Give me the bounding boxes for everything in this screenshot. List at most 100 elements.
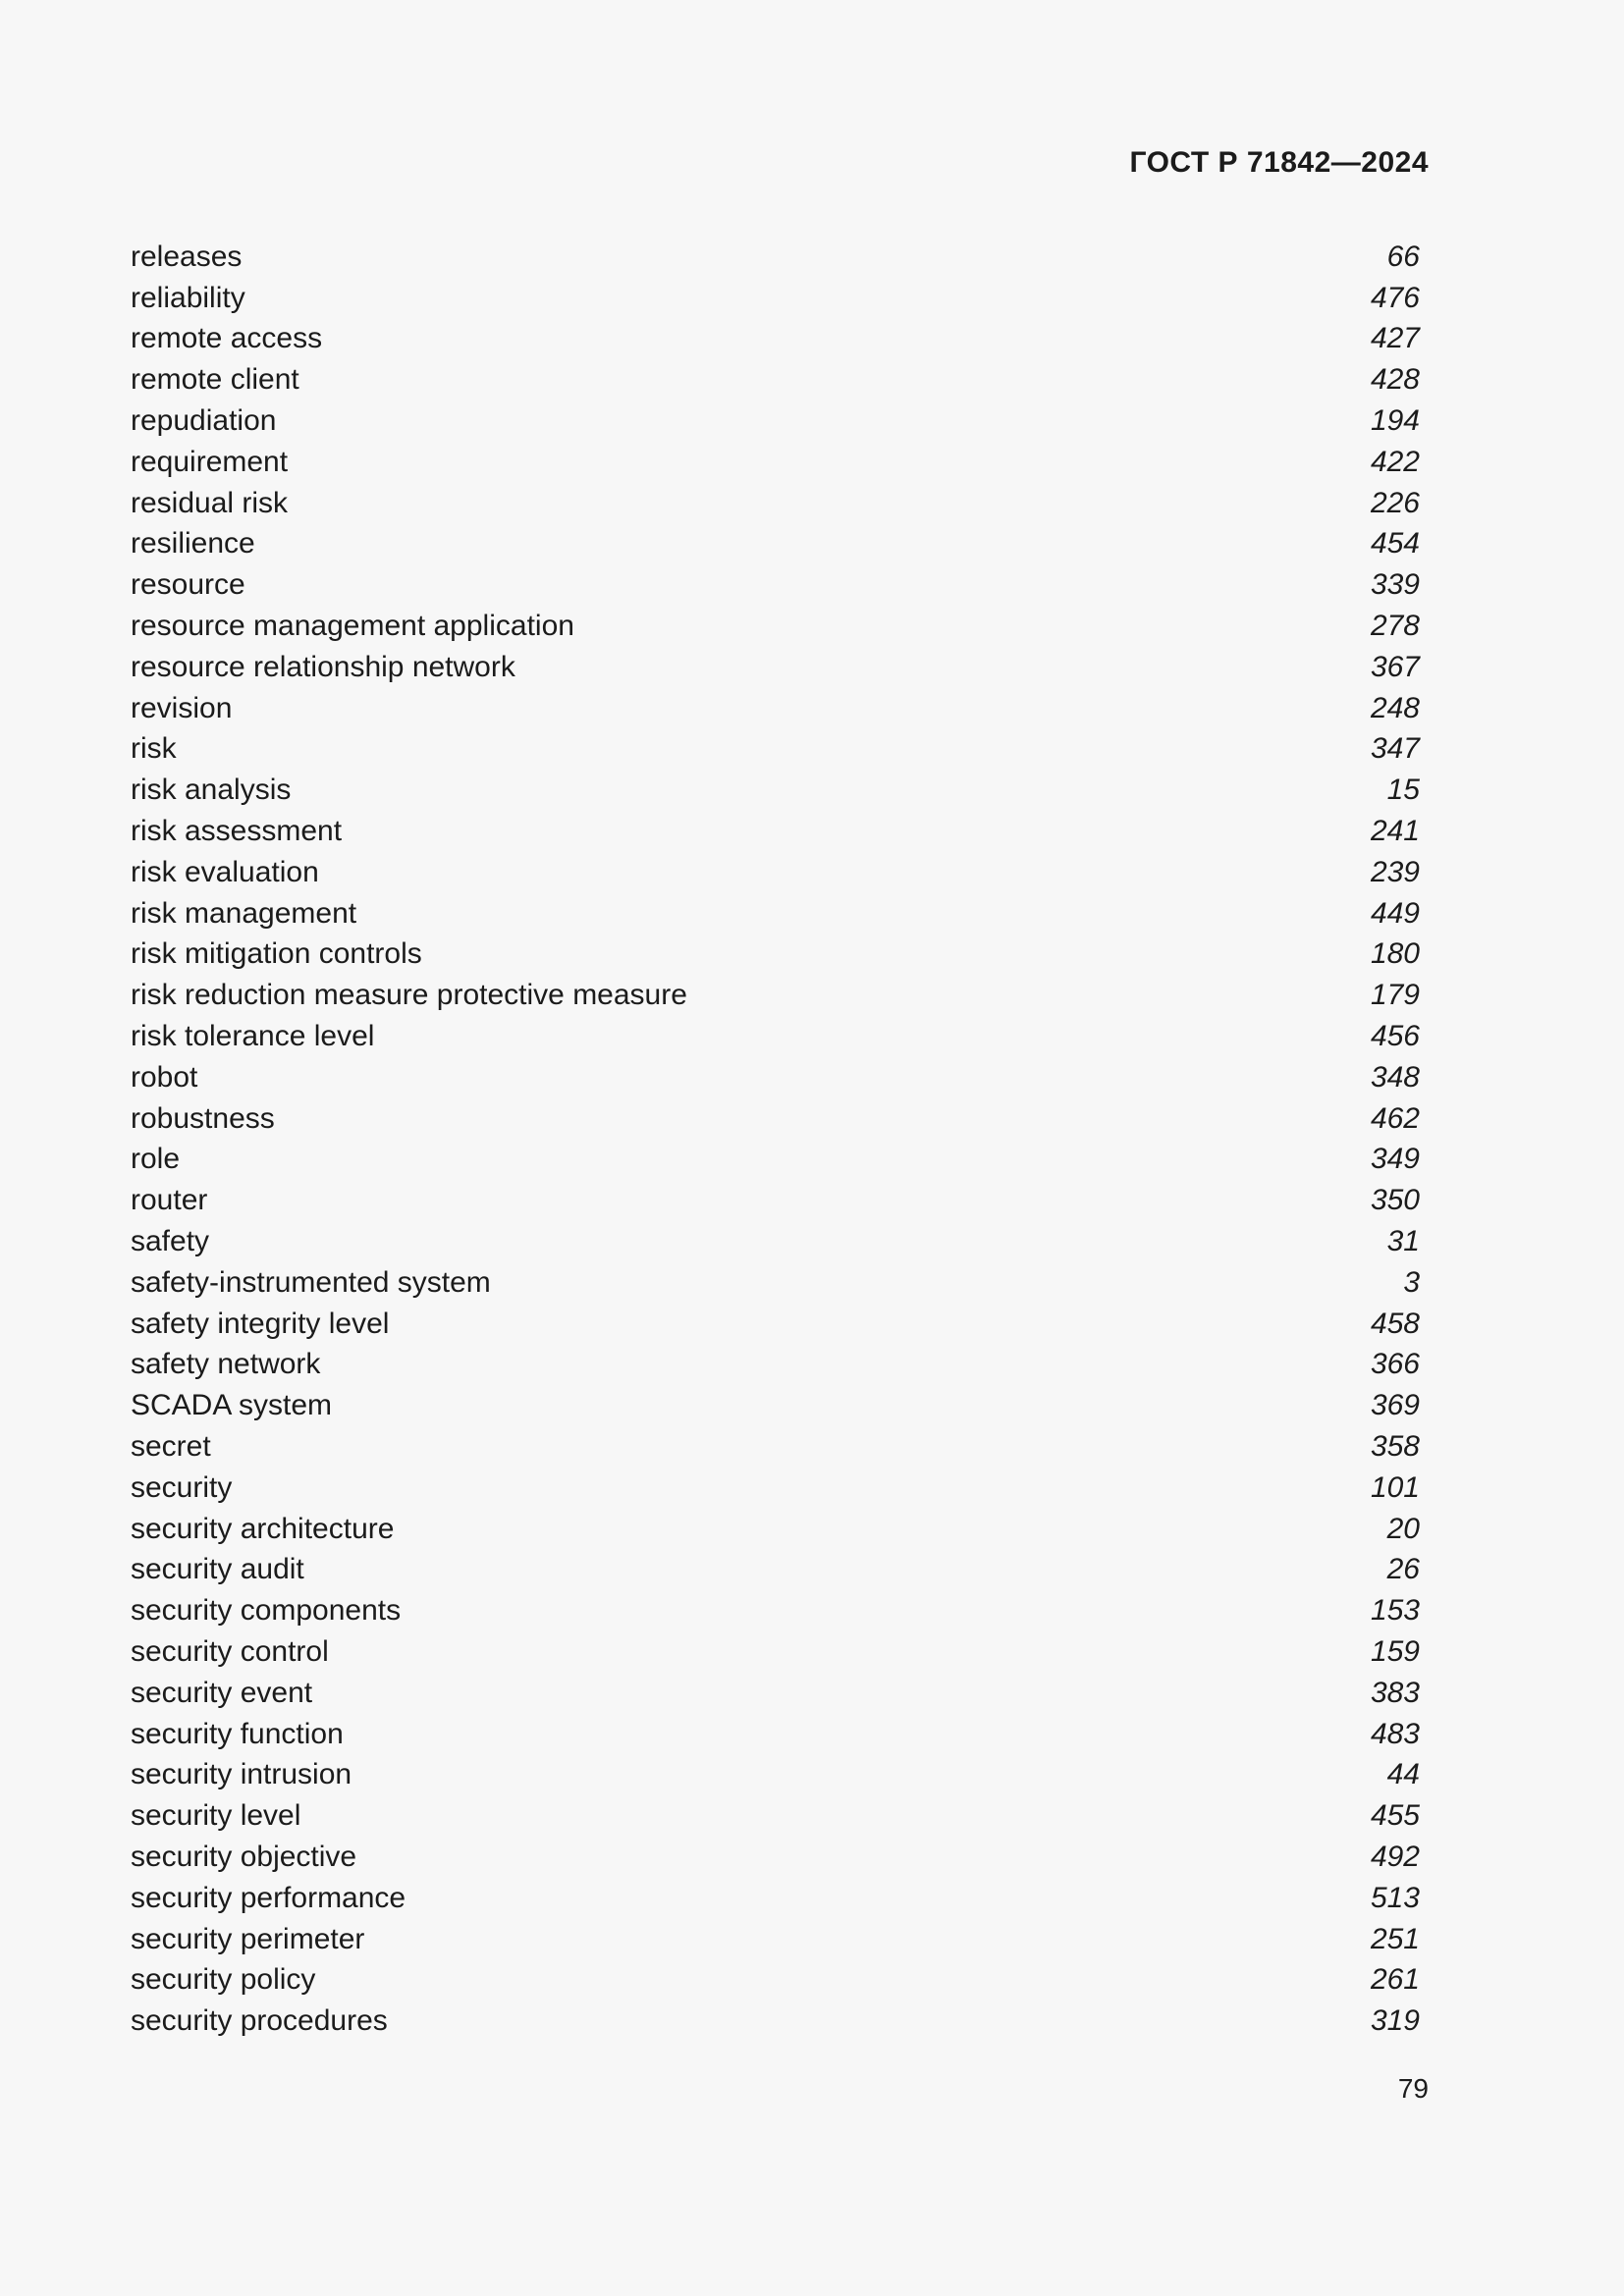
index-entry-row: security components 153 bbox=[131, 1590, 1420, 1631]
index-entry-row: security intrusion 44 bbox=[131, 1754, 1420, 1795]
index-entry-row: remote access 427 bbox=[131, 319, 1420, 360]
index-entry-row: requirement 422 bbox=[131, 442, 1420, 483]
index-term: security bbox=[131, 1470, 233, 1504]
index-term: risk reduction measure protective measur… bbox=[131, 979, 687, 1012]
index-entry-row: resource 339 bbox=[131, 564, 1420, 606]
index-term: security architecture bbox=[131, 1512, 395, 1545]
index-term-page-number: 483 bbox=[1370, 1717, 1420, 1750]
index-term-page-number: 66 bbox=[1386, 240, 1420, 273]
index-term: security policy bbox=[131, 1963, 316, 1997]
index-term-page-number: 15 bbox=[1386, 774, 1420, 807]
index-entry-row: role 349 bbox=[131, 1140, 1420, 1181]
index-entry-row: security control 159 bbox=[131, 1631, 1420, 1673]
index-entry-row: risk management 449 bbox=[131, 893, 1420, 934]
index-term: security procedures bbox=[131, 2004, 388, 2038]
index-term-page-number: 422 bbox=[1370, 445, 1420, 478]
index-term-page-number: 248 bbox=[1370, 691, 1420, 724]
index-entry-row: repudiation 194 bbox=[131, 400, 1420, 442]
index-term-page-number: 455 bbox=[1370, 1799, 1420, 1833]
index-entry-row: remote client 428 bbox=[131, 359, 1420, 400]
index-term: risk mitigation controls bbox=[131, 937, 422, 971]
index-term-page-number: 194 bbox=[1370, 404, 1420, 438]
index-list: releases 66 reliability 476 remote access 427… bbox=[131, 237, 1420, 2042]
index-term: risk assessment bbox=[131, 815, 343, 848]
index-term: residual risk bbox=[131, 486, 289, 519]
index-term-page-number: 449 bbox=[1370, 896, 1420, 930]
index-term: security level bbox=[131, 1799, 301, 1833]
document-header: ГОСТ Р 71842—2024 bbox=[1129, 146, 1429, 179]
index-entry-row: safety integrity level 458 bbox=[131, 1304, 1420, 1345]
index-term: role bbox=[131, 1143, 181, 1176]
index-entry-row: security level 455 bbox=[131, 1795, 1420, 1837]
index-entry-row: safety network 366 bbox=[131, 1345, 1420, 1386]
index-entry-row: security audit 26 bbox=[131, 1550, 1420, 1591]
index-term-page-number: 278 bbox=[1370, 610, 1420, 643]
index-term-page-number: 476 bbox=[1370, 281, 1420, 314]
index-entry-row: security architecture 20 bbox=[131, 1509, 1420, 1550]
index-term-page-number: 153 bbox=[1370, 1594, 1420, 1628]
index-term-page-number: 347 bbox=[1370, 732, 1420, 766]
index-term: resource management application bbox=[131, 610, 574, 643]
index-term: resource bbox=[131, 568, 245, 602]
index-term-page-number: 456 bbox=[1370, 1020, 1420, 1053]
index-term-page-number: 44 bbox=[1386, 1758, 1420, 1791]
index-entry-row: security event 383 bbox=[131, 1673, 1420, 1714]
index-term: risk evaluation bbox=[131, 855, 319, 888]
index-term-page-number: 101 bbox=[1370, 1470, 1420, 1504]
index-term-page-number: 369 bbox=[1370, 1389, 1420, 1422]
index-term: risk management bbox=[131, 896, 357, 930]
index-entry-row: revision 248 bbox=[131, 688, 1420, 729]
index-term-page-number: 180 bbox=[1370, 937, 1420, 971]
index-term: security components bbox=[131, 1594, 402, 1628]
index-entry-row: resilience 454 bbox=[131, 524, 1420, 565]
index-term-page-number: 350 bbox=[1370, 1184, 1420, 1217]
index-term: risk bbox=[131, 732, 177, 766]
index-term: security objective bbox=[131, 1840, 357, 1873]
index-term: revision bbox=[131, 691, 233, 724]
index-term-page-number: 239 bbox=[1370, 855, 1420, 888]
index-entry-row: resource management application 278 bbox=[131, 606, 1420, 647]
index-term: remote client bbox=[131, 363, 299, 397]
index-term-page-number: 20 bbox=[1386, 1512, 1420, 1545]
index-entry-row: security 101 bbox=[131, 1468, 1420, 1509]
index-term-page-number: 3 bbox=[1403, 1265, 1420, 1299]
index-term: security audit bbox=[131, 1553, 304, 1586]
index-term-page-number: 428 bbox=[1370, 363, 1420, 397]
index-entry-row: security function 483 bbox=[131, 1714, 1420, 1755]
index-term-page-number: 427 bbox=[1370, 322, 1420, 355]
index-term-page-number: 251 bbox=[1370, 1922, 1420, 1955]
index-term: resilience bbox=[131, 527, 255, 561]
index-term: security intrusion bbox=[131, 1758, 352, 1791]
index-entry-row: security perimeter 251 bbox=[131, 1919, 1420, 1960]
index-term: reliability bbox=[131, 281, 245, 314]
index-term-page-number: 241 bbox=[1370, 815, 1420, 848]
index-entry-row: safety-instrumented system 3 bbox=[131, 1262, 1420, 1304]
index-term: robot bbox=[131, 1060, 198, 1094]
index-term-page-number: 339 bbox=[1370, 568, 1420, 602]
index-term: robustness bbox=[131, 1101, 275, 1135]
index-term-page-number: 454 bbox=[1370, 527, 1420, 561]
index-term: releases bbox=[131, 240, 243, 273]
index-term-page-number: 31 bbox=[1386, 1225, 1420, 1258]
index-entry-row: risk reduction measure protective measur… bbox=[131, 975, 1420, 1016]
index-term: safety-instrumented system bbox=[131, 1265, 491, 1299]
index-term: safety integrity level bbox=[131, 1307, 390, 1340]
index-entry-row: risk tolerance level 456 bbox=[131, 1016, 1420, 1057]
index-term-page-number: 348 bbox=[1370, 1060, 1420, 1094]
index-term: security function bbox=[131, 1717, 344, 1750]
index-term-page-number: 261 bbox=[1370, 1963, 1420, 1997]
index-entry-row: router 350 bbox=[131, 1180, 1420, 1221]
index-term: secret bbox=[131, 1430, 211, 1463]
index-term: safety bbox=[131, 1225, 210, 1258]
index-term: remote access bbox=[131, 322, 323, 355]
index-entry-row: residual risk 226 bbox=[131, 483, 1420, 524]
index-term-page-number: 358 bbox=[1370, 1430, 1420, 1463]
index-term-page-number: 349 bbox=[1370, 1143, 1420, 1176]
index-term-page-number: 366 bbox=[1370, 1348, 1420, 1381]
index-term-page-number: 159 bbox=[1370, 1634, 1420, 1668]
index-term-page-number: 462 bbox=[1370, 1101, 1420, 1135]
index-term: risk tolerance level bbox=[131, 1020, 375, 1053]
index-entry-row: secret 358 bbox=[131, 1426, 1420, 1468]
page-number: 79 bbox=[1397, 2073, 1429, 2104]
index-entry-row: security policy 261 bbox=[131, 1959, 1420, 2001]
